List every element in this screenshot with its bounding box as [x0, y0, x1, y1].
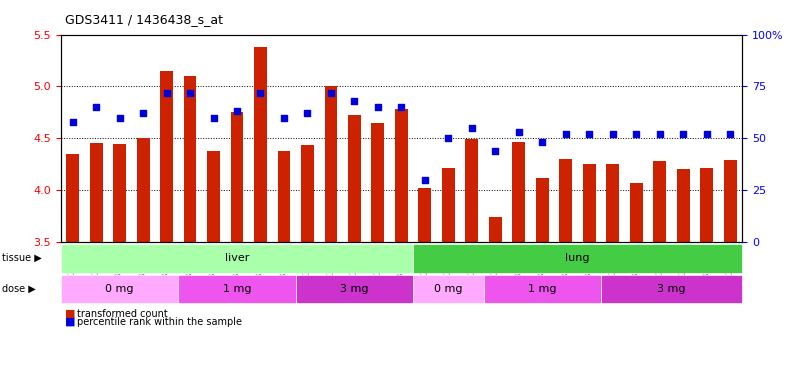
Bar — [724, 160, 736, 242]
Point — [677, 131, 690, 137]
Bar — [160, 71, 173, 242]
Bar — [607, 164, 620, 242]
Point — [536, 139, 549, 146]
Bar — [513, 142, 526, 242]
Bar — [654, 161, 667, 242]
Point — [513, 129, 526, 135]
Point — [254, 89, 267, 96]
Bar — [560, 159, 573, 242]
Bar — [67, 154, 79, 242]
Bar — [207, 151, 220, 242]
Bar — [536, 178, 549, 242]
Text: dose ▶: dose ▶ — [2, 284, 36, 294]
Point — [560, 131, 573, 137]
Point — [66, 119, 79, 125]
Text: 3 mg: 3 mg — [340, 284, 369, 294]
Text: ■: ■ — [65, 309, 75, 319]
Bar — [301, 146, 314, 242]
Text: 0 mg: 0 mg — [434, 284, 463, 294]
Point — [136, 110, 149, 116]
Bar — [483, 275, 601, 303]
Point — [489, 147, 502, 154]
Point — [466, 125, 478, 131]
Bar — [61, 244, 413, 273]
Bar — [371, 123, 384, 242]
Point — [607, 131, 620, 137]
Bar — [601, 275, 742, 303]
Point — [442, 135, 455, 141]
Bar — [413, 275, 483, 303]
Point — [371, 104, 384, 110]
Text: percentile rank within the sample: percentile rank within the sample — [77, 317, 242, 327]
Point — [654, 131, 667, 137]
Point — [395, 104, 408, 110]
Point — [183, 89, 196, 96]
Bar — [418, 188, 431, 242]
Bar — [466, 139, 478, 242]
Bar — [296, 275, 413, 303]
Point — [301, 110, 314, 116]
Text: 0 mg: 0 mg — [105, 284, 134, 294]
Point — [630, 131, 643, 137]
Bar — [395, 109, 408, 242]
Bar — [630, 183, 643, 242]
Text: transformed count: transformed count — [77, 309, 168, 319]
Bar — [61, 275, 178, 303]
Text: GDS3411 / 1436438_s_at: GDS3411 / 1436438_s_at — [65, 13, 223, 26]
Text: 1 mg: 1 mg — [223, 284, 251, 294]
Bar — [348, 116, 361, 242]
Text: lung: lung — [565, 253, 590, 263]
Bar — [583, 164, 596, 242]
Point — [277, 114, 290, 121]
Point — [113, 114, 126, 121]
Point — [348, 98, 361, 104]
Bar — [113, 144, 126, 242]
Bar — [677, 169, 690, 242]
Bar — [413, 244, 742, 273]
Point — [230, 108, 243, 114]
Bar — [89, 144, 102, 242]
Bar — [178, 275, 296, 303]
Point — [324, 89, 337, 96]
Text: tissue ▶: tissue ▶ — [2, 253, 41, 263]
Bar — [230, 113, 243, 242]
Point — [89, 104, 102, 110]
Text: ■: ■ — [65, 317, 75, 327]
Text: 1 mg: 1 mg — [528, 284, 556, 294]
Point — [583, 131, 596, 137]
Bar — [183, 76, 196, 242]
Point — [207, 114, 220, 121]
Bar — [442, 168, 455, 242]
Text: liver: liver — [225, 253, 249, 263]
Bar — [254, 47, 267, 242]
Point — [160, 89, 173, 96]
Point — [418, 177, 431, 183]
Bar — [324, 86, 337, 242]
Bar — [489, 217, 502, 242]
Bar — [277, 151, 290, 242]
Point — [701, 131, 714, 137]
Point — [724, 131, 737, 137]
Text: 3 mg: 3 mg — [658, 284, 686, 294]
Bar — [701, 168, 714, 242]
Bar — [136, 138, 149, 242]
